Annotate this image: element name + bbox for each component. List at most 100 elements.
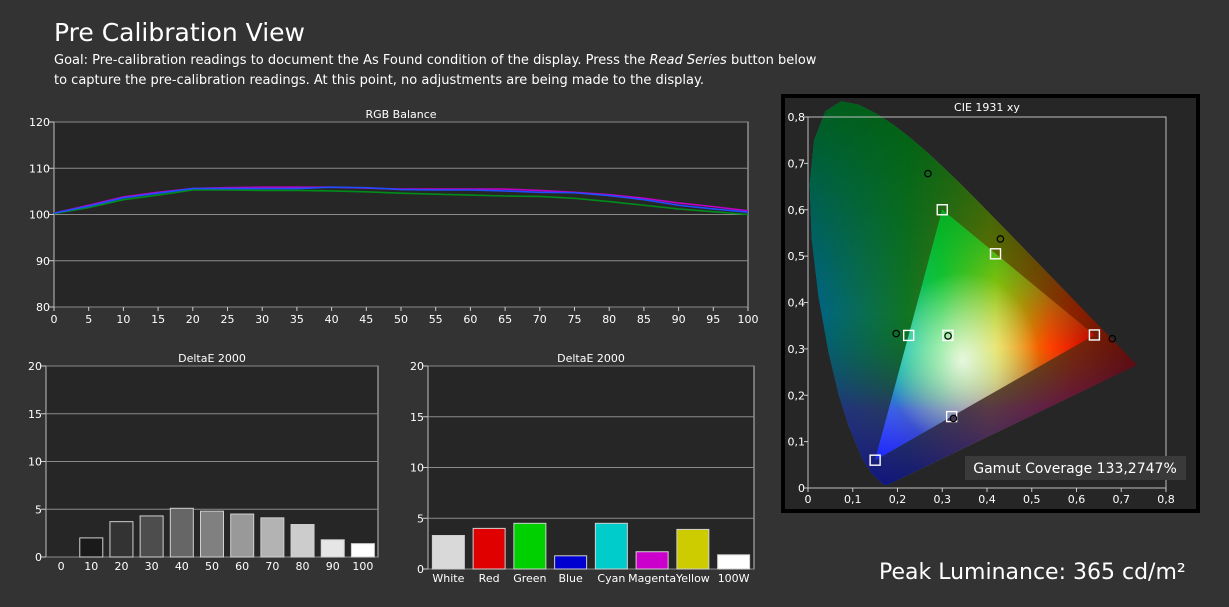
category-label: White — [432, 572, 464, 585]
bar-10 — [79, 537, 104, 558]
bar-100 — [350, 543, 375, 558]
series-line-2 — [53, 186, 749, 214]
y-tick-label: 15 — [410, 411, 424, 424]
target-gamut-shade — [875, 209, 1095, 461]
measured-point — [892, 329, 900, 338]
category-label: Magenta — [628, 572, 676, 585]
x-tick-label: 15 — [151, 313, 165, 326]
bar-20 — [109, 521, 134, 558]
measured-point — [1108, 334, 1117, 343]
target-gamut-white — [875, 209, 1095, 461]
bar-50 — [200, 510, 224, 558]
y-tick-label: 0,7 — [788, 157, 806, 170]
cie-panel — [781, 94, 1200, 513]
bar-90 — [320, 539, 345, 558]
category-label: 90 — [326, 560, 340, 573]
chart-title: CIE 1931 xy — [954, 101, 1020, 114]
y-tick-label: 0 — [798, 482, 805, 495]
x-tick-label: 0,7 — [1113, 493, 1131, 506]
x-tick-label: 0,1 — [844, 493, 862, 506]
x-tick-label: 0 — [51, 313, 58, 326]
y-tick-label: 80 — [36, 301, 50, 314]
category-label: Blue — [558, 572, 583, 585]
x-tick-label: 30 — [255, 313, 269, 326]
read-series-reference: Read Series — [649, 53, 727, 68]
target-point — [1088, 329, 1101, 341]
bar-cyan — [594, 522, 628, 570]
x-tick-label: 0,8 — [1157, 493, 1175, 506]
category-label: 50 — [205, 560, 219, 573]
y-tick-label: 0,2 — [788, 389, 806, 402]
y-tick-label: 0,3 — [788, 343, 806, 356]
bar-magenta — [635, 551, 669, 570]
y-tick-label: 0 — [417, 563, 424, 576]
gamut-coverage-box — [965, 456, 1186, 480]
spectral-locus-dim — [809, 101, 1137, 486]
x-tick-label: 0,6 — [1068, 493, 1086, 506]
plot-area — [53, 121, 749, 308]
x-tick-label: 60 — [463, 313, 477, 326]
x-tick-label: 95 — [706, 313, 720, 326]
bar-70 — [260, 517, 285, 558]
target-point — [942, 329, 954, 342]
y-tick-label: 100 — [29, 209, 50, 222]
category-label: 100W — [718, 572, 750, 585]
x-tick-label: 80 — [602, 313, 616, 326]
y-tick-label: 0,6 — [788, 204, 806, 217]
category-label: 20 — [114, 560, 128, 573]
page-title: Pre Calibration View — [54, 18, 305, 47]
goal-text-part1: Goal: Pre-calibration readings to docume… — [54, 53, 650, 68]
x-tick-label: 85 — [637, 313, 651, 326]
category-label: Cyan — [597, 572, 625, 585]
bar-30 — [139, 515, 164, 558]
x-tick-label: 20 — [186, 313, 200, 326]
goal-text: Goal: Pre-calibration readings to docume… — [54, 51, 824, 91]
gamut-coverage-label: Gamut Coverage 133,2747% — [973, 461, 1177, 477]
x-tick-label: 70 — [533, 313, 547, 326]
x-tick-label: 10 — [116, 313, 130, 326]
y-tick-label: 10 — [410, 462, 424, 475]
category-label: 10 — [84, 560, 98, 573]
x-tick-label: 40 — [325, 313, 339, 326]
x-tick-label: 90 — [672, 313, 686, 326]
x-tick-label: 0,5 — [1023, 493, 1041, 506]
y-tick-label: 0,5 — [788, 250, 806, 263]
measured-point — [944, 332, 952, 340]
y-tick-label: 10 — [28, 456, 42, 469]
y-tick-label: 0,8 — [788, 111, 806, 124]
y-tick-label: 20 — [28, 360, 42, 373]
bar-yellow — [676, 528, 710, 570]
peak-luminance: Peak Luminance: 365 cd/m² — [879, 560, 1186, 585]
x-tick-label: 5 — [85, 313, 92, 326]
category-label: 70 — [265, 560, 279, 573]
x-tick-label: 55 — [429, 313, 443, 326]
x-tick-label: 0,4 — [978, 493, 996, 506]
chart-title: RGB Balance — [365, 108, 436, 121]
plot-area — [45, 365, 379, 558]
bar-80 — [290, 524, 315, 558]
y-tick-label: 5 — [417, 512, 424, 525]
target-point — [945, 410, 958, 423]
category-label: Yellow — [675, 572, 710, 585]
target-gamut-triangle — [875, 209, 1095, 461]
series-line-1 — [53, 189, 749, 216]
x-tick-label: 50 — [394, 313, 408, 326]
target-point — [902, 329, 915, 342]
plot-area — [427, 365, 755, 570]
bar-green — [513, 522, 547, 570]
bar-white — [431, 535, 465, 570]
bar-blue — [554, 555, 588, 570]
bar-red — [472, 527, 506, 570]
measured-point — [924, 169, 932, 178]
y-tick-label: 110 — [29, 162, 50, 175]
category-label: 30 — [145, 560, 159, 573]
x-tick-label: 35 — [290, 313, 304, 326]
measured-point — [949, 414, 958, 423]
bar-100w — [717, 554, 751, 570]
target-point — [869, 454, 881, 466]
target-point — [936, 204, 948, 216]
